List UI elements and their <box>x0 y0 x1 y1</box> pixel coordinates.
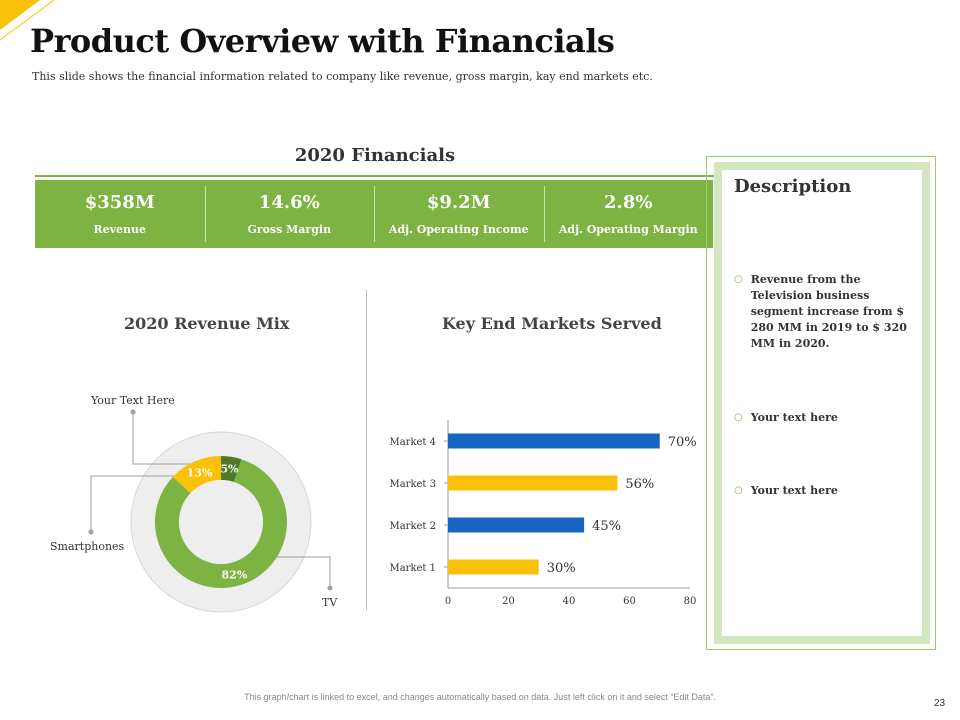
bullet-circle-icon: ○ <box>734 485 743 496</box>
corner-accent <box>0 0 55 41</box>
financial-metric-gross-margin: 14.6% Gross Margin <box>204 180 375 248</box>
metric-label: Gross Margin <box>247 223 332 236</box>
page-number: 23 <box>934 698 946 709</box>
section-divider <box>366 290 367 610</box>
bullet-circle-icon: ○ <box>734 412 743 423</box>
markets-heading: Key End Markets Served <box>442 314 662 333</box>
bar-data-label: 56% <box>625 477 654 492</box>
callout-your-text-here: Your Text Here <box>90 394 175 407</box>
donut-data-label: 13% <box>187 466 213 479</box>
bar-market-3 <box>448 475 618 491</box>
metric-label: Adj. Operating Margin <box>558 223 698 236</box>
revenue-mix-donut-chart: Your Text Here Smartphones TV 82% 13% 5% <box>50 394 338 613</box>
donut-slice-tv <box>155 459 287 588</box>
donut-data-label: 5% <box>220 463 239 476</box>
callout-smartphones: Smartphones <box>50 540 125 553</box>
x-tick-label: 40 <box>563 596 576 607</box>
y-tick-label: Market 1 <box>389 563 436 574</box>
bar-data-label: 70% <box>668 435 697 450</box>
donut-data-label: 82% <box>222 568 248 581</box>
bullet-circle-icon: ○ <box>734 274 743 285</box>
bullet-text: Your text here <box>750 484 838 497</box>
key-markets-bar-chart: 0 20 40 60 80 Market 1 30% Market 2 45% Market 3 5… <box>389 420 697 607</box>
bullet-text: Your text here <box>750 411 838 424</box>
metric-label: Adj. Operating Income <box>388 223 529 236</box>
bar-market-2 <box>448 517 585 533</box>
description-panel <box>714 162 930 644</box>
metric-value: 2.8% <box>604 192 653 213</box>
metric-value: $358M <box>84 192 155 213</box>
x-tick-label: 80 <box>684 596 697 607</box>
description-heading: Description <box>734 176 852 197</box>
description-bullet: ○ Your text here <box>734 483 912 499</box>
donut-slice-smartphones <box>172 456 221 494</box>
metric-label: Revenue <box>93 223 147 236</box>
bar-market-1 <box>448 559 539 575</box>
financial-metric-operating-income: $9.2M Adj. Operating Income <box>374 180 544 248</box>
x-tick-label: 60 <box>623 596 636 607</box>
description-panel-border <box>706 156 936 650</box>
financial-metric-operating-margin: 2.8% Adj. Operating Margin <box>543 180 714 248</box>
y-tick-label: Market 3 <box>389 479 436 490</box>
financials-bar: $358M Revenue 14.6% Gross Margin $9.2M A… <box>35 180 713 248</box>
page-title: Product Overview with Financials <box>30 22 615 60</box>
footer-note: This graph/chart is linked to excel, and… <box>244 692 716 702</box>
metric-value: $9.2M <box>426 192 491 213</box>
bar-market-4 <box>448 433 660 449</box>
x-tick-label: 20 <box>502 596 515 607</box>
bar-data-label: 45% <box>592 519 621 534</box>
page-subtitle: This slide shows the financial informati… <box>32 70 653 83</box>
bullet-text: Revenue from the Television business seg… <box>750 273 907 350</box>
financial-metric-revenue: $358M Revenue <box>35 180 205 248</box>
callout-tv: TV <box>322 596 338 609</box>
donut-slice-your-text-here <box>221 456 242 483</box>
description-bullet: ○ Revenue from the Television business s… <box>734 272 912 352</box>
y-tick-label: Market 4 <box>389 437 436 448</box>
financials-heading: 2020 Financials <box>294 145 456 166</box>
financials-frame-line <box>35 175 725 177</box>
description-bullet: ○ Your text here <box>734 410 912 426</box>
donut-hole <box>179 480 263 564</box>
x-tick-label: 0 <box>445 596 451 607</box>
metric-value: 14.6% <box>258 192 320 213</box>
revenue-mix-heading: 2020 Revenue Mix <box>124 314 290 333</box>
bar-data-label: 30% <box>547 561 576 576</box>
y-tick-label: Market 2 <box>389 521 436 532</box>
